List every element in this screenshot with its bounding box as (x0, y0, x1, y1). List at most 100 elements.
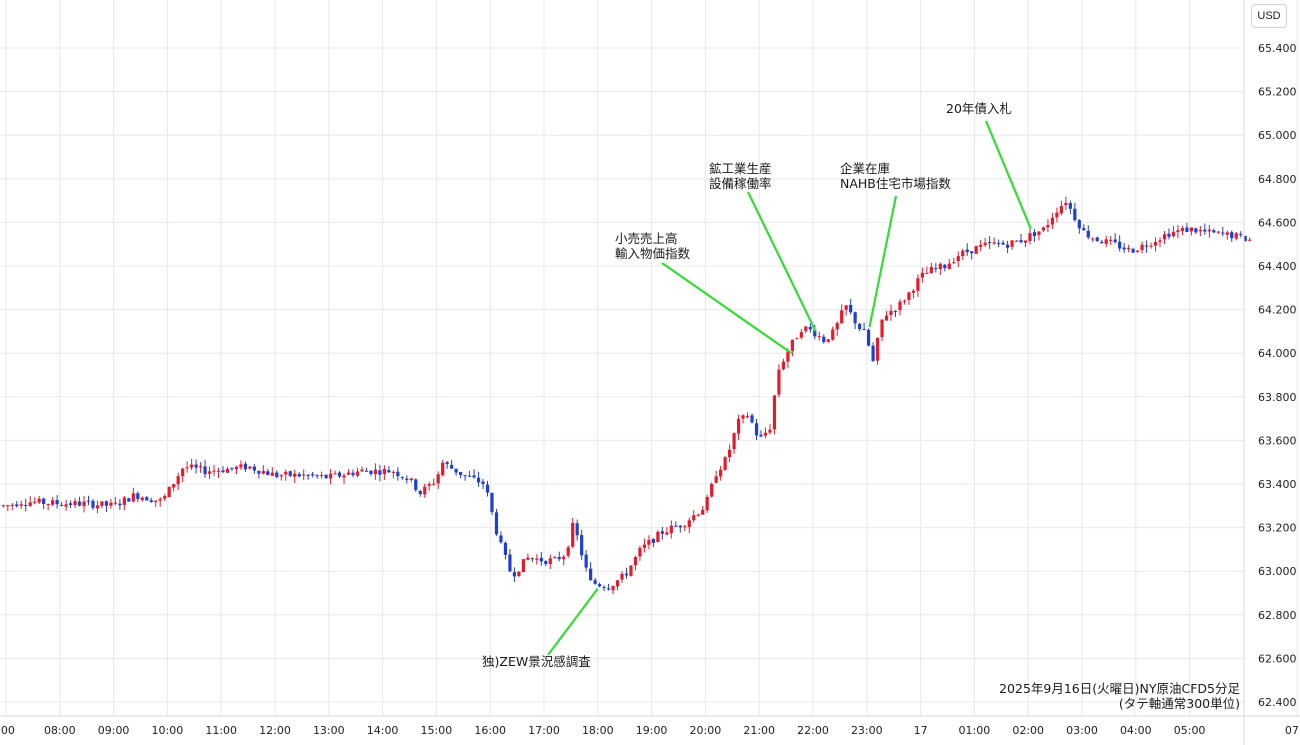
candle-body (122, 497, 126, 505)
candle-body (194, 464, 198, 468)
candle-body (1234, 233, 1238, 239)
candle-body (441, 462, 445, 476)
candle-body (508, 554, 512, 572)
candle-body (324, 474, 328, 479)
candle-body (638, 548, 642, 557)
candle-body (1082, 228, 1086, 231)
candle-body (28, 502, 32, 506)
candle-body (405, 478, 409, 481)
candle-body (1109, 239, 1113, 241)
candle-body (51, 500, 55, 505)
candle-body (149, 500, 153, 502)
candle-body (113, 502, 117, 504)
candle-body (95, 505, 100, 509)
candle-body (423, 486, 427, 495)
candle-body (687, 520, 691, 528)
candle-body (575, 523, 579, 536)
time-axis[interactable]: :00 08:00 09:00 10:00 11:00 12:00 13:00 14:00 15… (0, 715, 1300, 737)
candle-body (961, 250, 965, 257)
x-tick-label: 02:00 (1012, 724, 1044, 737)
candle-body (1001, 242, 1005, 245)
candle-body (467, 475, 472, 477)
candle-body (212, 470, 216, 472)
candle-body (1104, 239, 1108, 244)
candle-body (813, 329, 817, 337)
candle-body (566, 547, 570, 556)
candle-body (10, 504, 14, 506)
candle-body (1122, 247, 1126, 250)
candle-body (104, 501, 109, 506)
candle-body (346, 472, 351, 475)
candle-body (1127, 247, 1131, 250)
candle-body (1185, 227, 1189, 232)
candle-body (1225, 232, 1229, 235)
candle-body (589, 568, 593, 581)
candle-body (817, 336, 821, 338)
candle-body (450, 464, 454, 469)
candle-body (907, 292, 911, 300)
candle-body (369, 470, 373, 474)
candle-body (284, 471, 288, 475)
candle-body (983, 242, 987, 246)
candle-body (55, 500, 59, 505)
candle-body (714, 476, 718, 483)
candle-body (127, 498, 131, 502)
price-axis[interactable]: 65.400 65.200 65.000 64.800 64.600 64.400 64.2… (1243, 0, 1297, 745)
y-tick-label: 63.800 (1258, 391, 1297, 404)
candle-body (109, 502, 113, 506)
candle-body (916, 278, 920, 291)
candle-body (1221, 232, 1225, 234)
candle-body (1149, 245, 1153, 247)
candle-body (808, 326, 812, 330)
currency-button[interactable]: USD (1251, 4, 1287, 28)
candle-body (1176, 230, 1180, 232)
caption-line-2: (タテ軸通常300単位) (1119, 696, 1240, 711)
candle-body (633, 556, 638, 566)
candle-body (1118, 241, 1122, 249)
candle-body (6, 505, 10, 507)
candle-body (337, 472, 342, 477)
candle-body (68, 503, 73, 505)
candle-body (328, 473, 333, 479)
candle-body (651, 538, 655, 544)
y-tick-label: 64.600 (1258, 216, 1297, 229)
candle-body (790, 339, 794, 351)
x-tick-label: 19:00 (636, 724, 668, 737)
chart-caption: 2025年9月16日(火曜日)NY原油CFD5分足 (タテ軸通常300単位) (999, 681, 1240, 711)
candle-body (1243, 235, 1247, 242)
candle-body (1153, 242, 1158, 246)
candle-body (73, 501, 77, 506)
candle-body (409, 478, 413, 480)
candle-body (826, 339, 830, 342)
candle-body (611, 586, 615, 591)
candle-body (77, 501, 82, 506)
candle-body (207, 471, 212, 474)
candle-body (1050, 217, 1055, 225)
annotation-leader-line (747, 191, 817, 332)
candle-body (1198, 229, 1202, 232)
annotation-label: 輸入物価指数 (615, 246, 691, 261)
x-tick-label: 09:00 (98, 724, 130, 737)
candle-body (1059, 206, 1063, 214)
candle-body (786, 351, 790, 362)
candle-body (490, 492, 494, 513)
candle-body (571, 522, 575, 547)
candle-body (597, 584, 602, 587)
candle-body (1248, 239, 1252, 241)
candle-body (705, 496, 709, 511)
candle-body (342, 475, 346, 478)
candle-body (799, 332, 803, 338)
candle-body (768, 429, 772, 433)
x-tick-label: 12:00 (259, 724, 291, 737)
y-tick-label: 64.200 (1258, 304, 1297, 317)
x-tick-label: 21:00 (743, 724, 775, 737)
candle-body (306, 475, 310, 477)
candle-body (1212, 230, 1216, 233)
candle-body (858, 323, 862, 330)
candle-body (938, 263, 942, 269)
annotation-label: 20年債入札 (946, 101, 1012, 116)
candle-body (243, 463, 248, 470)
chart-grid (0, 0, 1298, 716)
candle-body (445, 462, 449, 464)
